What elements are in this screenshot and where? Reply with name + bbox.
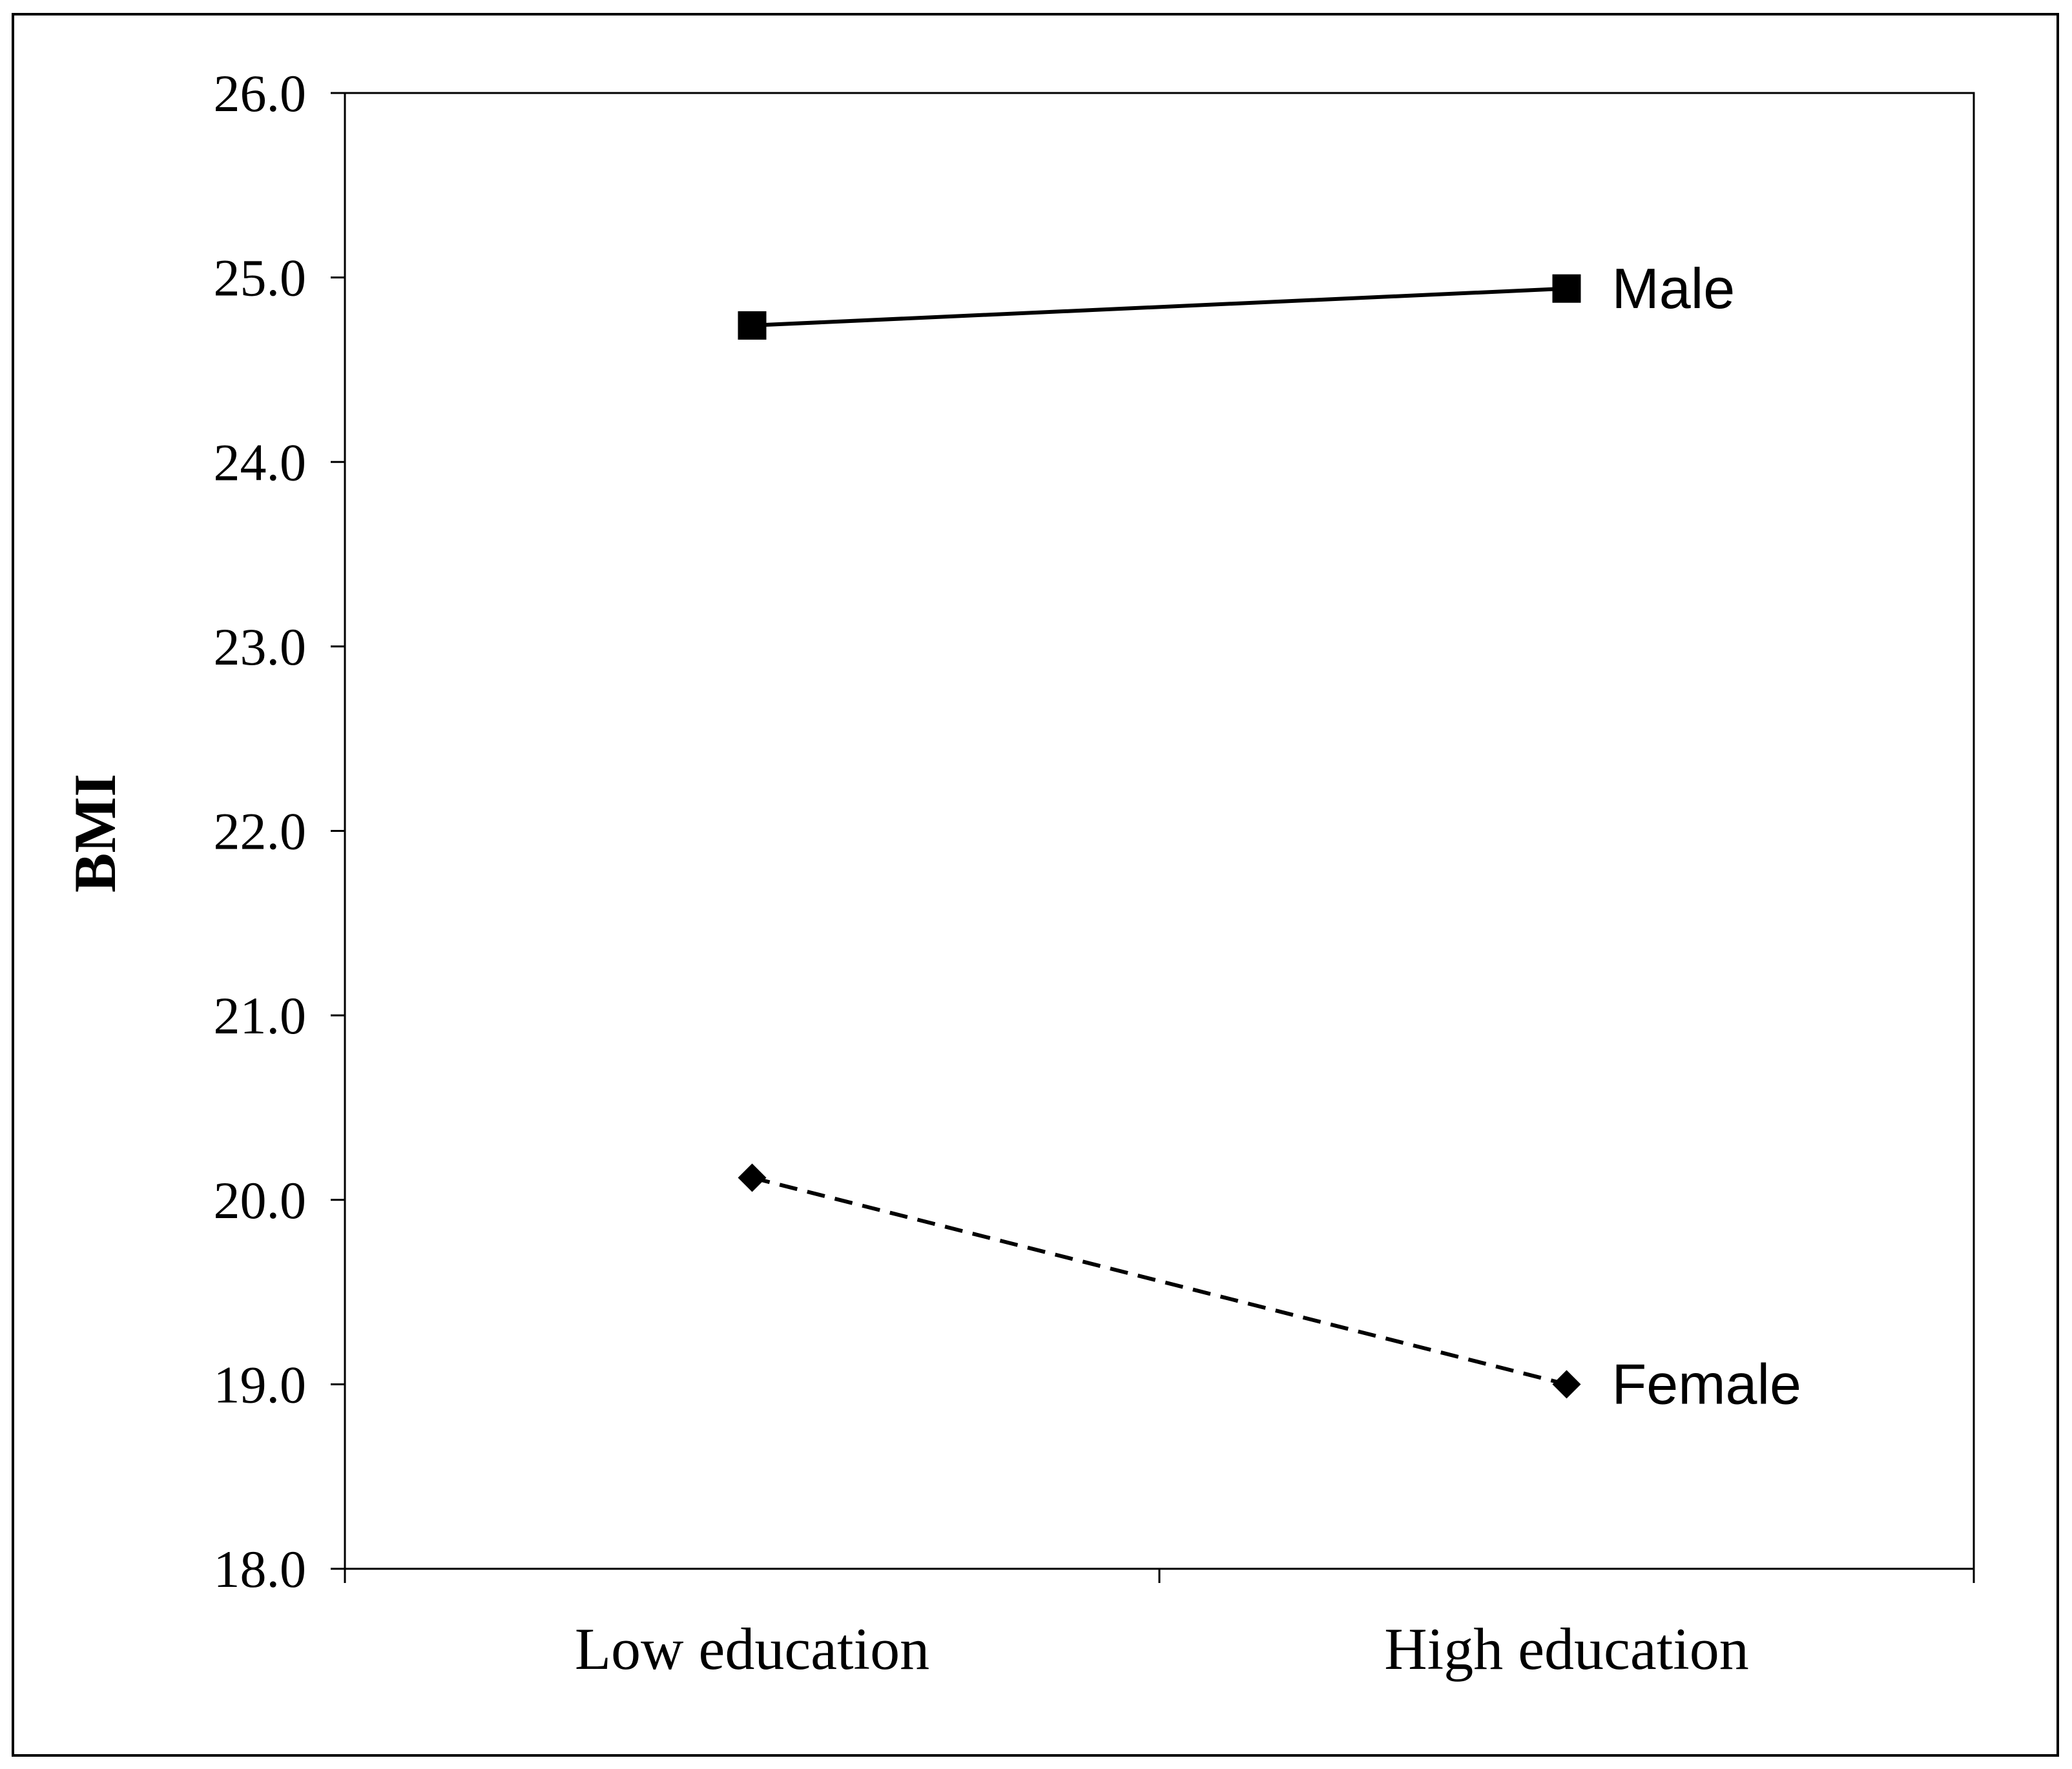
series-layer: Male Female	[738, 256, 1801, 1416]
male-data-point	[1552, 274, 1581, 303]
female-data-point	[1552, 1370, 1581, 1399]
chart-frame	[12, 13, 2059, 1757]
female-data-point	[738, 1163, 767, 1192]
male-data-point	[738, 311, 767, 340]
y-tick-label: 20.0	[214, 1171, 307, 1230]
y-tick-label: 24.0	[214, 433, 307, 491]
y-tick-label: 22.0	[214, 802, 307, 861]
y-tick-label: 26.0	[214, 64, 307, 123]
y-tick-label: 18.0	[214, 1540, 307, 1598]
y-tick-label: 19.0	[214, 1355, 307, 1414]
y-tick-label: 23.0	[214, 617, 307, 676]
x-axis-ticks: Low education High education	[344, 1569, 1975, 1682]
male-series-line	[752, 286, 1567, 327]
x-category-label: High education	[1384, 1616, 1749, 1682]
y-axis-ticks: 18.0 19.0 20.0 21.0 22.0 23.0 24.0 25.0 26.0	[214, 64, 345, 1598]
male-series-label: Male	[1612, 256, 1735, 320]
y-axis-title: BMI	[62, 774, 128, 893]
female-series-label: Female	[1612, 1352, 1801, 1416]
x-category-label: Low education	[575, 1616, 929, 1682]
y-tick-label: 25.0	[214, 249, 307, 307]
y-tick-label: 21.0	[214, 986, 307, 1045]
